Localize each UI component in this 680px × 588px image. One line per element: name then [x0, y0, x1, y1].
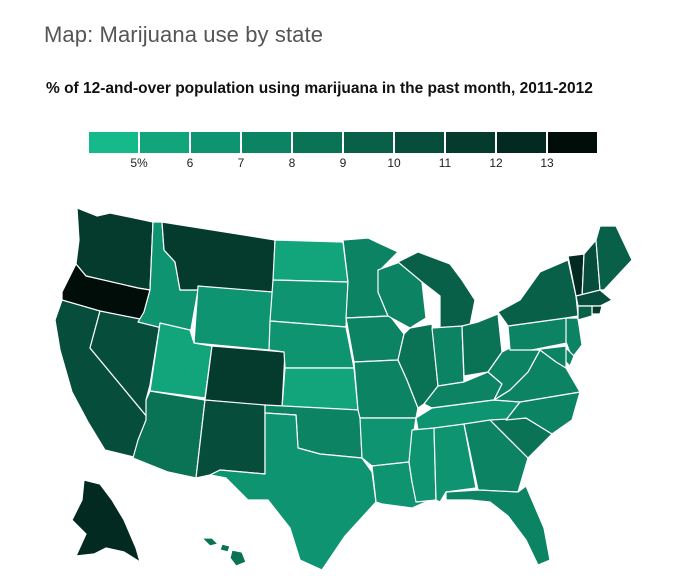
- state-hi-island[interactable]: [219, 543, 231, 553]
- state-nd[interactable]: [272, 239, 349, 283]
- legend-swatch: [548, 132, 597, 153]
- legend-label: 11: [438, 156, 452, 170]
- state-tx[interactable]: [209, 412, 377, 571]
- map-subtitle: % of 12-and-over population using mariju…: [46, 80, 593, 97]
- state-nm[interactable]: [195, 399, 266, 479]
- state-sd[interactable]: [269, 279, 349, 328]
- state-ct[interactable]: [577, 305, 593, 321]
- state-md[interactable]: [531, 345, 567, 369]
- legend-label: 10: [387, 156, 401, 170]
- legend-swatch: [242, 132, 291, 153]
- state-nj[interactable]: [565, 317, 583, 359]
- state-me[interactable]: [595, 225, 633, 291]
- legend-label: 6: [186, 156, 194, 170]
- legend-label: 5%: [130, 156, 148, 170]
- state-ny[interactable]: [497, 259, 579, 327]
- legend-label: 13: [540, 156, 554, 170]
- legend-swatch: [191, 132, 240, 153]
- legend-label: 8: [288, 156, 296, 170]
- legend-swatch: [446, 132, 495, 153]
- state-in[interactable]: [431, 325, 465, 387]
- legend-swatch: [497, 132, 546, 153]
- state-ia[interactable]: [345, 315, 405, 363]
- legend-label: 7: [237, 156, 245, 170]
- state-wy[interactable]: [193, 285, 274, 351]
- legend-swatch: [344, 132, 393, 153]
- state-mi[interactable]: [397, 251, 476, 331]
- state-fl[interactable]: [445, 485, 551, 566]
- state-ak[interactable]: [71, 479, 141, 563]
- state-co[interactable]: [204, 345, 286, 409]
- legend-label: 9: [339, 156, 347, 170]
- legend-label: 12: [489, 156, 503, 170]
- state-hi-group: [201, 537, 247, 567]
- us-choropleth-map: [54, 207, 633, 571]
- legend-swatch: [293, 132, 342, 153]
- state-ar[interactable]: [359, 417, 417, 467]
- legend-swatch: [395, 132, 444, 153]
- state-ri[interactable]: [591, 305, 603, 315]
- state-ga[interactable]: [463, 419, 529, 493]
- state-hi[interactable]: [201, 537, 219, 547]
- state-ks[interactable]: [281, 367, 359, 411]
- state-ma[interactable]: [575, 289, 613, 307]
- state-hi-big-island[interactable]: [229, 549, 247, 567]
- page-title: Map: Marijuana use by state: [44, 22, 324, 47]
- legend-swatch: [89, 132, 138, 153]
- color-legend: 5% 6 7 8 9 10 11 12 13: [89, 132, 599, 172]
- legend-swatch: [140, 132, 189, 153]
- state-mt[interactable]: [161, 221, 276, 296]
